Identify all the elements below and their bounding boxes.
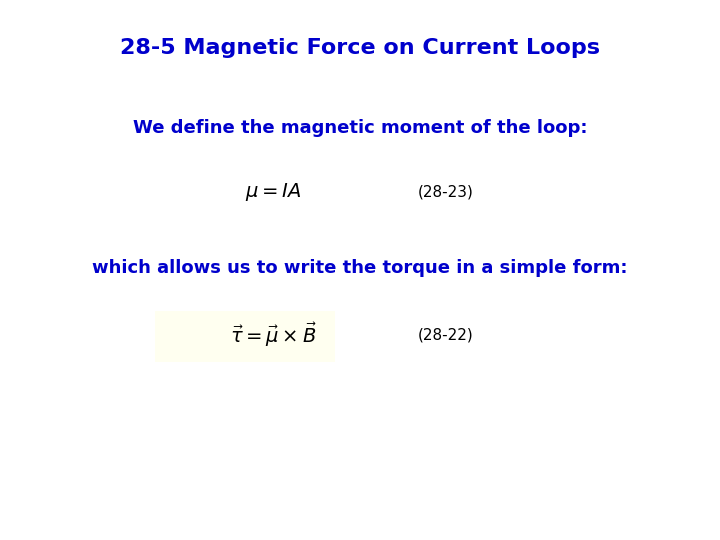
Text: (28-22): (28-22) — [418, 327, 473, 342]
Text: 28-5 Magnetic Force on Current Loops: 28-5 Magnetic Force on Current Loops — [120, 38, 600, 58]
Text: $\mu = IA$: $\mu = IA$ — [246, 181, 302, 202]
Text: (28-23): (28-23) — [418, 184, 474, 199]
FancyBboxPatch shape — [155, 310, 335, 362]
Text: We define the magnetic moment of the loop:: We define the magnetic moment of the loo… — [132, 119, 588, 137]
Text: $\vec{\tau} = \vec{\mu} \times \vec{B}$: $\vec{\tau} = \vec{\mu} \times \vec{B}$ — [230, 321, 317, 349]
Text: which allows us to write the torque in a simple form:: which allows us to write the torque in a… — [92, 259, 628, 277]
